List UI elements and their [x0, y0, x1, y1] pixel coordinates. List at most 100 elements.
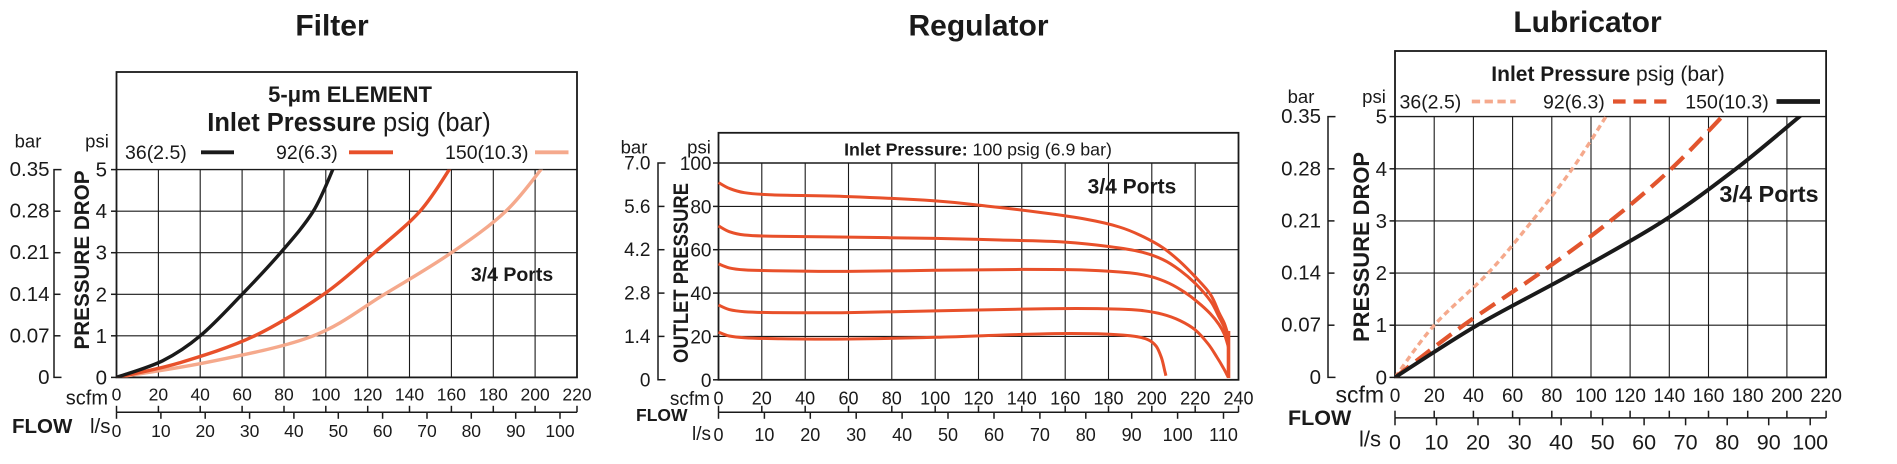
svg-text:1.4: 1.4 — [624, 327, 651, 348]
svg-text:100: 100 — [1792, 431, 1828, 455]
svg-text:bar: bar — [1288, 86, 1315, 107]
svg-text:0.35: 0.35 — [1281, 105, 1321, 128]
svg-text:0.21: 0.21 — [1281, 209, 1321, 232]
svg-text:36(2.5): 36(2.5) — [1400, 91, 1462, 113]
svg-text:20: 20 — [800, 425, 820, 445]
svg-text:120: 120 — [353, 385, 382, 405]
svg-text:60: 60 — [838, 389, 858, 409]
svg-text:0: 0 — [112, 385, 122, 405]
svg-text:0.35: 0.35 — [10, 158, 50, 181]
svg-text:60: 60 — [1502, 386, 1523, 407]
svg-text:92(6.3): 92(6.3) — [1543, 91, 1605, 113]
svg-text:140: 140 — [395, 385, 424, 405]
svg-text:0: 0 — [38, 366, 49, 389]
svg-text:50: 50 — [329, 421, 349, 441]
svg-text:l/s: l/s — [1359, 427, 1381, 452]
svg-text:80: 80 — [690, 197, 711, 218]
svg-text:160: 160 — [1693, 386, 1725, 407]
svg-text:5: 5 — [1376, 106, 1387, 129]
svg-text:240: 240 — [1223, 389, 1253, 409]
svg-text:3/4 Ports: 3/4 Ports — [1088, 176, 1177, 199]
svg-text:FLOW: FLOW — [1288, 406, 1352, 430]
svg-text:20: 20 — [195, 421, 215, 441]
svg-text:30: 30 — [846, 425, 866, 445]
svg-text:0: 0 — [1376, 366, 1387, 389]
svg-text:10: 10 — [1425, 431, 1449, 455]
svg-text:Inlet Pressure psig (bar): Inlet Pressure psig (bar) — [207, 109, 490, 137]
svg-text:3: 3 — [96, 242, 107, 265]
svg-text:60: 60 — [373, 421, 393, 441]
svg-text:200: 200 — [1137, 389, 1167, 409]
svg-text:70: 70 — [1030, 425, 1050, 445]
svg-text:40: 40 — [1463, 386, 1484, 407]
svg-text:7.0: 7.0 — [624, 154, 650, 175]
svg-text:5-μm ELEMENT: 5-μm ELEMENT — [268, 82, 432, 107]
svg-text:0.28: 0.28 — [10, 200, 50, 223]
svg-text:160: 160 — [1050, 389, 1080, 409]
svg-text:80: 80 — [462, 421, 482, 441]
svg-text:psi: psi — [85, 131, 109, 152]
svg-text:220: 220 — [1180, 389, 1210, 409]
svg-text:Filter: Filter — [295, 10, 369, 43]
svg-text:140: 140 — [1653, 386, 1685, 407]
svg-text:Lubricator: Lubricator — [1513, 6, 1662, 39]
svg-text:0: 0 — [1390, 386, 1401, 407]
svg-text:0: 0 — [1389, 431, 1401, 455]
svg-text:Inlet Pressure psig (bar): Inlet Pressure psig (bar) — [1491, 63, 1724, 86]
svg-text:200: 200 — [520, 385, 549, 405]
svg-text:0: 0 — [713, 389, 723, 409]
svg-text:40: 40 — [1549, 431, 1573, 455]
svg-text:0.07: 0.07 — [10, 324, 50, 347]
svg-text:scfm: scfm — [66, 388, 108, 410]
svg-text:30: 30 — [1508, 431, 1532, 455]
svg-text:150(10.3): 150(10.3) — [1685, 91, 1768, 113]
svg-text:120: 120 — [1614, 386, 1646, 407]
svg-text:0.14: 0.14 — [1281, 262, 1321, 285]
svg-text:60: 60 — [1632, 431, 1656, 455]
svg-text:PRESSURE DROP: PRESSURE DROP — [1349, 152, 1374, 342]
svg-text:1: 1 — [96, 325, 107, 348]
svg-text:PRESSURE DROP: PRESSURE DROP — [70, 171, 94, 350]
svg-text:90: 90 — [1757, 431, 1781, 455]
svg-text:Regulator: Regulator — [908, 10, 1048, 43]
svg-text:100: 100 — [920, 389, 950, 409]
svg-text:50: 50 — [1591, 431, 1615, 455]
svg-text:40: 40 — [795, 389, 815, 409]
svg-text:3/4 Ports: 3/4 Ports — [471, 264, 554, 286]
svg-text:100: 100 — [1575, 386, 1607, 407]
svg-text:5.6: 5.6 — [624, 197, 650, 218]
svg-text:scfm: scfm — [670, 389, 710, 410]
svg-text:150(10.3): 150(10.3) — [445, 142, 528, 164]
svg-text:90: 90 — [1122, 425, 1142, 445]
svg-text:3/4 Ports: 3/4 Ports — [1719, 181, 1818, 207]
svg-text:0: 0 — [640, 370, 651, 391]
svg-text:3: 3 — [1376, 210, 1387, 233]
svg-text:40: 40 — [892, 425, 912, 445]
svg-text:180: 180 — [479, 385, 508, 405]
svg-text:0.07: 0.07 — [1281, 314, 1321, 337]
svg-text:20: 20 — [1466, 431, 1490, 455]
svg-text:100: 100 — [545, 421, 574, 441]
svg-text:20: 20 — [690, 327, 711, 348]
svg-text:20: 20 — [1424, 386, 1445, 407]
svg-text:20: 20 — [752, 389, 772, 409]
svg-text:Inlet Pressure: 100 psig (6.9: Inlet Pressure: 100 psig (6.9 bar) — [844, 140, 1112, 160]
svg-text:0: 0 — [1310, 366, 1321, 389]
svg-text:80: 80 — [1715, 431, 1739, 455]
svg-text:50: 50 — [938, 425, 958, 445]
svg-text:bar: bar — [15, 131, 42, 152]
svg-text:20: 20 — [149, 385, 169, 405]
svg-text:l/s: l/s — [90, 415, 111, 438]
svg-text:4: 4 — [1376, 158, 1387, 181]
svg-text:40: 40 — [284, 421, 304, 441]
svg-text:40: 40 — [690, 284, 711, 305]
svg-text:2: 2 — [96, 283, 107, 306]
svg-text:FLOW: FLOW — [12, 415, 73, 438]
svg-text:FLOW: FLOW — [636, 405, 688, 425]
svg-text:60: 60 — [690, 241, 711, 262]
svg-text:0.21: 0.21 — [10, 241, 50, 264]
svg-text:92(6.3): 92(6.3) — [276, 142, 338, 164]
svg-text:0.28: 0.28 — [1281, 157, 1321, 180]
svg-text:120: 120 — [963, 389, 993, 409]
svg-text:80: 80 — [882, 389, 902, 409]
